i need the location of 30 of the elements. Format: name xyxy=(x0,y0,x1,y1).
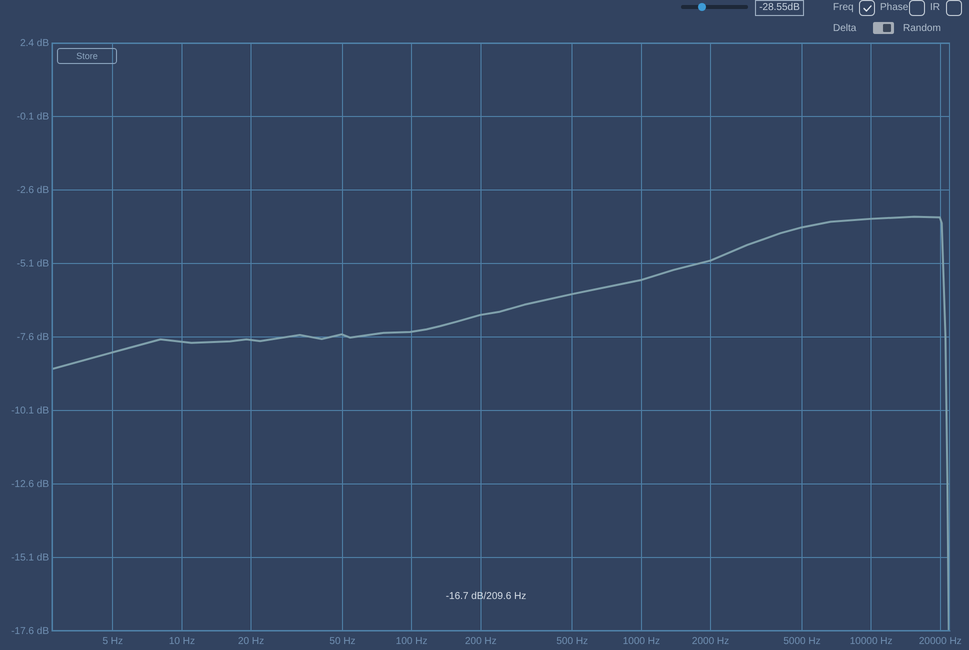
x-tick-label: 5000 Hz xyxy=(783,636,821,647)
annotation: -16.7 dB/209.6 Hz xyxy=(446,591,526,603)
text: Delta xyxy=(833,23,856,35)
x-tick-label: 200 Hz xyxy=(464,636,497,647)
button[interactable]: Store xyxy=(57,48,117,64)
y-tick-label: -15.1 dB xyxy=(11,552,50,564)
y-tick-label: -7.6 dB xyxy=(16,332,50,343)
y-tick-label: -10.1 dB xyxy=(11,405,50,416)
text: Phase xyxy=(880,2,908,14)
x-tick-label: 10000 Hz xyxy=(850,636,893,647)
x-tick-label: 50 Hz xyxy=(329,636,356,647)
x-tick-label: 5 Hz xyxy=(102,636,124,647)
x-tick-label: 1000 Hz xyxy=(622,636,660,647)
x-tick-label: 2000 Hz xyxy=(692,636,730,647)
x-tick-label: 500 Hz xyxy=(556,636,588,647)
text: -28.55dB xyxy=(759,2,800,14)
y-tick-label: -2.6 dB xyxy=(16,184,50,196)
x-tick-label: 100 Hz xyxy=(396,636,428,647)
x-tick-label: 20 Hz xyxy=(238,636,264,647)
y-tick-label: -12.6 dB xyxy=(11,478,50,490)
text: Freq xyxy=(833,2,854,14)
text: IR xyxy=(930,2,940,14)
y-tick-label: 2.4 dB xyxy=(20,38,50,49)
x-tick-label: 20000 Hz xyxy=(918,636,962,647)
text: Random xyxy=(903,23,941,35)
annotation: Store xyxy=(76,50,98,62)
y-tick-label: -5.1 dB xyxy=(16,258,50,270)
y-tick-label: -17.6 dB xyxy=(11,626,50,637)
x-tick-label: 10 Hz xyxy=(168,636,195,647)
y-tick-label: -0.1 dB xyxy=(16,111,50,122)
